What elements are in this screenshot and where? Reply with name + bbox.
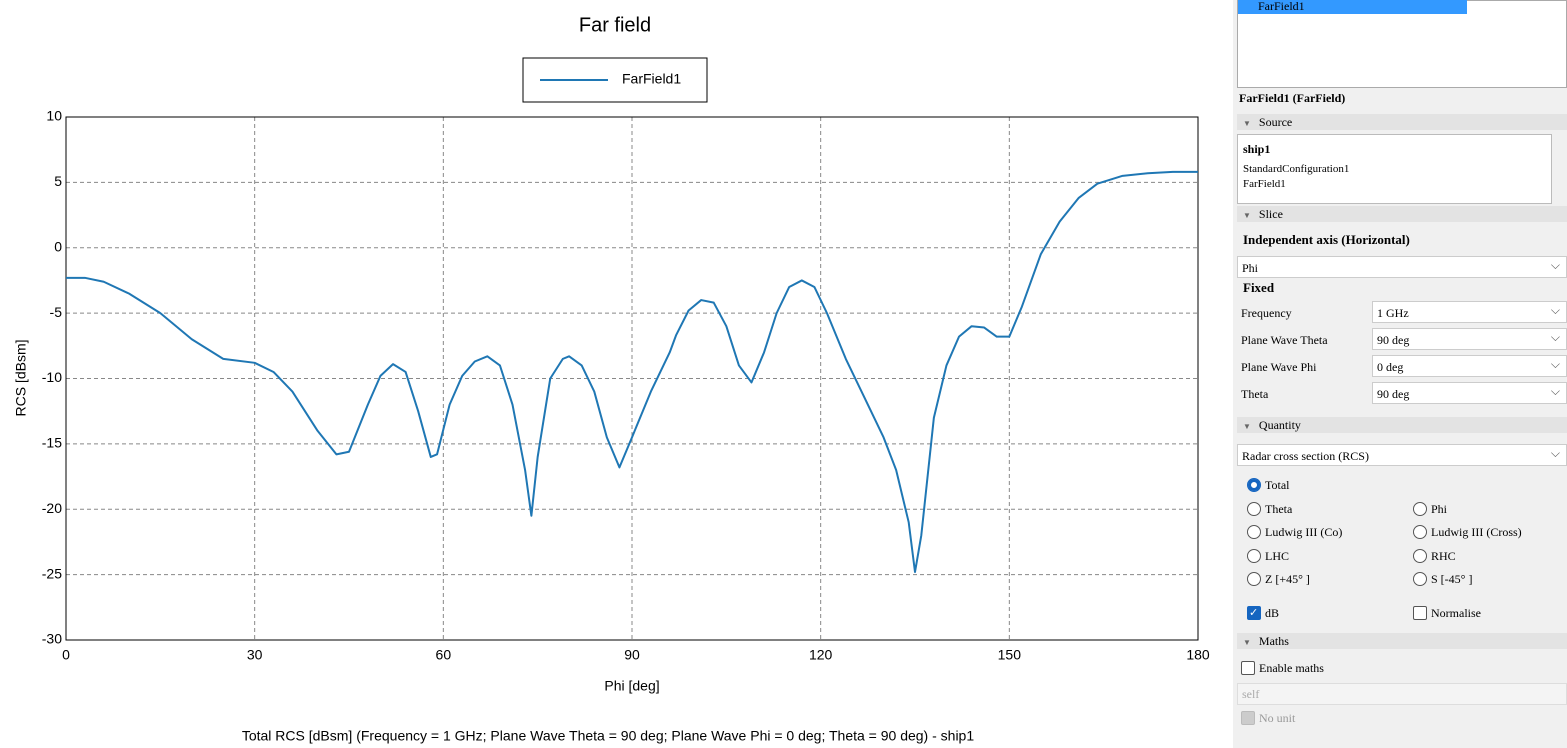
x-tick-label: 180 — [1186, 647, 1210, 663]
radio-button[interactable]: Ludwig III (Co) — [1245, 524, 1342, 540]
y-tick-label: -15 — [42, 435, 62, 451]
dropdown[interactable]: 90 deg — [1372, 380, 1567, 404]
x-tick-label: 0 — [62, 647, 70, 663]
x-tick-label: 150 — [998, 647, 1022, 663]
y-tick-label: -10 — [42, 369, 62, 385]
section-header[interactable]: Source — [1237, 114, 1567, 130]
radio-button[interactable]: Z [+45° ] — [1245, 571, 1310, 587]
x-tick-label: 60 — [436, 647, 452, 663]
source-item[interactable]: FarField1 — [1243, 178, 1286, 190]
section-header[interactable]: Maths — [1237, 633, 1567, 649]
caption: Total RCS [dBsm] (Frequency = 1 GHz; Pla… — [242, 728, 975, 744]
radio-button[interactable]: Total — [1245, 477, 1290, 493]
field-label: Plane Wave Theta — [1241, 333, 1328, 347]
y-tick-label: 10 — [46, 108, 62, 124]
tree-view — [1237, 0, 1567, 88]
dropdown[interactable]: 1 GHz — [1372, 299, 1567, 323]
dropdown[interactable]: 90 deg — [1372, 326, 1567, 350]
checkbox[interactable]: Enable maths — [1239, 660, 1324, 676]
y-tick-label: -30 — [42, 631, 62, 647]
radio-button[interactable]: Ludwig III (Cross) — [1411, 524, 1522, 540]
dropdown[interactable]: 0 deg — [1372, 353, 1567, 377]
radio-button[interactable]: S [-45° ] — [1411, 571, 1472, 587]
source-item[interactable]: StandardConfiguration1 — [1243, 163, 1350, 175]
legend-label: FarField1 — [622, 71, 681, 87]
field-label: Theta — [1241, 387, 1269, 401]
tree-item[interactable]: FarField1 — [1238, 0, 1467, 14]
y-tick-label: -25 — [42, 565, 62, 581]
group-label: Fixed — [1243, 280, 1275, 295]
section-header[interactable]: Quantity — [1237, 417, 1567, 433]
chart: Far field FarField1 RCS [dBsm] Phi [deg]… — [13, 14, 1210, 744]
radio-button[interactable]: RHC — [1411, 548, 1456, 564]
group-label: Independent axis (Horizontal) — [1243, 232, 1410, 247]
radio-button[interactable]: Phi — [1411, 501, 1447, 517]
checkbox: No unit — [1239, 710, 1295, 726]
y-tick-label: -20 — [42, 500, 62, 516]
checkbox[interactable]: Normalise — [1411, 605, 1481, 621]
chart-title: Far field — [579, 14, 651, 36]
y-tick-label: -5 — [50, 304, 63, 320]
x-tick-label: 30 — [247, 647, 263, 663]
y-tick-label: 0 — [54, 238, 62, 254]
checkbox[interactable]: dB — [1245, 605, 1279, 621]
radio-button[interactable]: LHC — [1245, 548, 1289, 564]
dropdown[interactable]: Radar cross section (RCS) — [1237, 442, 1567, 466]
field-label: Frequency — [1241, 306, 1292, 320]
field-label: Plane Wave Phi — [1241, 360, 1317, 374]
expression-input[interactable]: self — [1237, 683, 1567, 705]
series-line — [66, 170, 1198, 574]
x-tick-label: 90 — [624, 647, 640, 663]
source-list — [1237, 134, 1552, 204]
properties-panel: FarField1 FarField1 (FarField) Source sh… — [1233, 0, 1567, 748]
x-tick-label: 120 — [809, 647, 833, 663]
y-tick-label: 5 — [54, 173, 62, 189]
dropdown[interactable]: Phi — [1237, 254, 1567, 278]
source-item[interactable]: ship1 — [1243, 142, 1271, 156]
plot-frame — [65, 116, 1199, 641]
y-axis-label: RCS [dBsm] — [13, 339, 29, 416]
section-header[interactable]: Slice — [1237, 206, 1567, 222]
x-axis-label: Phi [deg] — [604, 678, 659, 694]
properties-header: FarField1 (FarField) — [1239, 91, 1346, 105]
radio-button[interactable]: Theta — [1245, 501, 1292, 517]
